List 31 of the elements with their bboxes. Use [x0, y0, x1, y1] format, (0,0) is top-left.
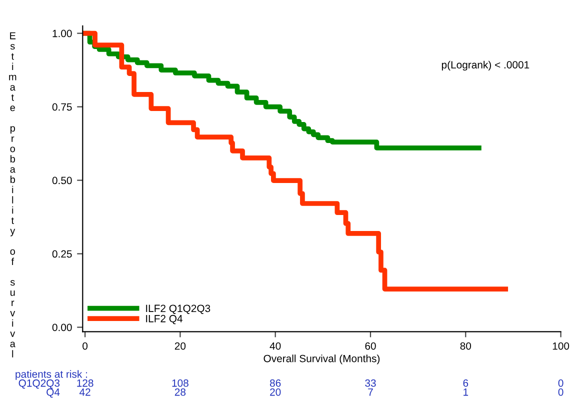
text: 108	[172, 379, 188, 387]
text: 28	[174, 388, 186, 396]
x-tick-label: 80	[460, 342, 472, 350]
text: 1	[464, 388, 468, 396]
text: 0	[558, 388, 564, 396]
x-tick-label: 20	[174, 342, 186, 350]
text: 33	[365, 379, 376, 387]
text: 86	[270, 379, 281, 387]
text: 7	[368, 388, 373, 396]
x-axis-title: Overall Survival (Months)	[264, 354, 380, 364]
text: 20	[270, 388, 281, 396]
y-tick-label: 0.75	[52, 103, 72, 111]
text: Estimate probability of survival	[9, 32, 16, 358]
legend-label: ILF2 Q4	[146, 314, 182, 324]
x-tick-label: 60	[365, 342, 376, 350]
text: 128	[77, 379, 94, 387]
legend-label: ILF2 Q1Q2Q3	[146, 304, 210, 314]
y-tick-label: 0.25	[52, 250, 72, 258]
text: 42	[79, 388, 90, 396]
x-tick-label: 40	[270, 342, 281, 350]
text: 6	[463, 379, 468, 387]
y-tick-label: 0.00	[52, 324, 72, 332]
text: patients at risk :	[16, 370, 87, 380]
annotation: p(Logrank) < .0001	[442, 60, 530, 71]
text: Q1Q2Q3	[18, 379, 60, 389]
x-tick-label: 0	[82, 342, 88, 350]
y-tick-label: 0.50	[52, 176, 72, 184]
text: Q4	[46, 388, 60, 398]
text: 0	[558, 379, 564, 387]
y-tick-label: 1.00	[52, 30, 72, 38]
x-tick-label: 100	[552, 342, 570, 350]
